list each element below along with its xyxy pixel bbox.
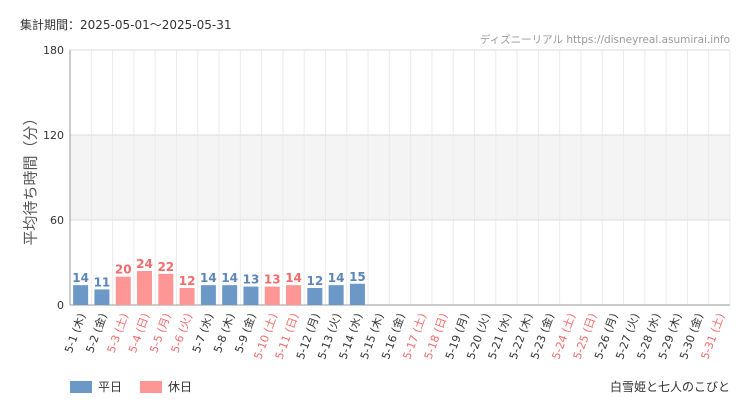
legend: 平日 休日 xyxy=(70,378,192,395)
bar-value-label: 14 xyxy=(221,271,238,285)
bar xyxy=(200,285,216,305)
legend-item-holiday[interactable]: 休日 xyxy=(140,378,192,395)
bar xyxy=(73,285,89,305)
bar xyxy=(307,288,323,305)
legend-swatch-weekday xyxy=(70,380,92,393)
bar xyxy=(158,273,174,305)
bar xyxy=(94,289,110,305)
bar-value-label: 14 xyxy=(328,271,345,285)
y-tick-label: 120 xyxy=(43,129,64,142)
bar-value-label: 14 xyxy=(72,271,89,285)
bar xyxy=(137,271,153,305)
legend-label-weekday: 平日 xyxy=(98,380,123,394)
y-tick-label: 180 xyxy=(43,44,64,57)
bar xyxy=(349,283,365,305)
bar-value-label: 15 xyxy=(349,270,366,284)
bar xyxy=(286,285,302,305)
bar-value-label: 24 xyxy=(136,257,153,271)
y-tick-label: 60 xyxy=(50,214,64,227)
bar xyxy=(222,285,238,305)
bar-value-label: 20 xyxy=(115,263,132,277)
bar-value-label: 22 xyxy=(157,260,174,274)
bar xyxy=(264,286,280,305)
site-credit: ディズニーリアル https://disneyreal.asumirai.inf… xyxy=(479,34,730,46)
bar xyxy=(115,276,131,305)
bar-value-label: 14 xyxy=(285,271,302,285)
bar-value-label: 13 xyxy=(264,273,281,287)
bar-value-label: 12 xyxy=(306,274,323,288)
bar-value-label: 14 xyxy=(200,271,217,285)
bar-value-label: 13 xyxy=(243,273,260,287)
bar-value-label: 11 xyxy=(94,275,111,289)
bar-value-label: 12 xyxy=(179,274,196,288)
legend-item-weekday[interactable]: 平日 xyxy=(70,378,122,395)
bar xyxy=(243,286,259,305)
legend-label-holiday: 休日 xyxy=(168,380,193,394)
period-label: 集計期間：2025-05-01～2025-05-31 xyxy=(20,18,232,32)
bar xyxy=(328,285,344,305)
grid-band xyxy=(70,135,730,220)
bar xyxy=(179,288,195,305)
legend-swatch-holiday xyxy=(140,380,163,393)
y-tick-label: 0 xyxy=(57,299,64,312)
attraction-name: 白雪姫と七人のこびと xyxy=(609,380,730,394)
